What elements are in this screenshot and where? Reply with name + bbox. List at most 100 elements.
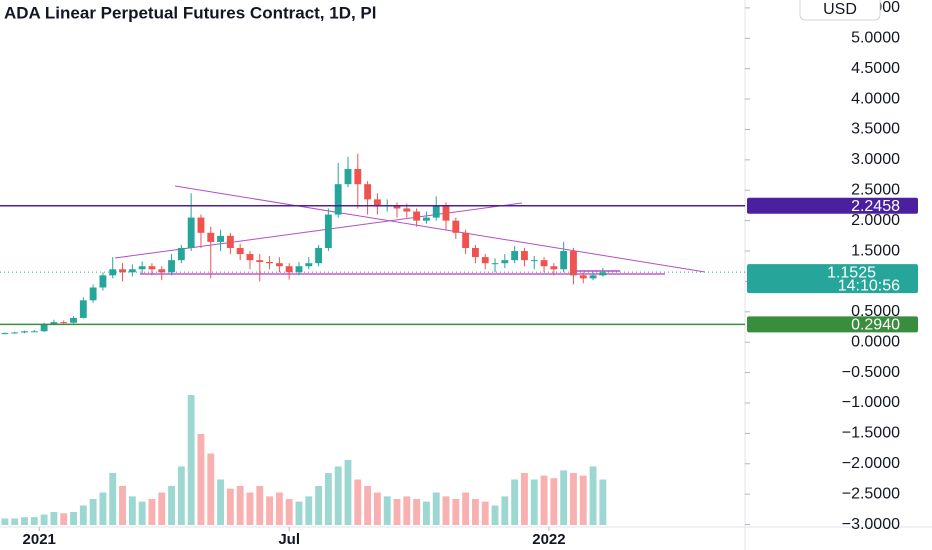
volume-bar bbox=[70, 512, 77, 525]
volume-bar bbox=[471, 499, 479, 525]
candle-body bbox=[373, 199, 381, 206]
volume-bar bbox=[383, 496, 391, 525]
candle-body bbox=[501, 260, 509, 264]
volume-bar bbox=[442, 496, 450, 525]
candle-body bbox=[521, 251, 528, 261]
candle-body bbox=[99, 275, 107, 288]
volume-bar bbox=[501, 496, 509, 525]
last-price-badge bbox=[747, 264, 918, 294]
y-tick-label: 0.0000 bbox=[851, 333, 900, 350]
candle-body bbox=[491, 263, 499, 265]
volume-bar bbox=[197, 434, 205, 525]
volume-bar bbox=[79, 505, 87, 525]
candle-body bbox=[256, 260, 264, 262]
volume-bar bbox=[295, 501, 303, 525]
candle-body bbox=[246, 254, 254, 261]
level-label: 2.2458 bbox=[851, 198, 900, 215]
volume-bar bbox=[589, 466, 597, 525]
volume-bar bbox=[40, 514, 48, 525]
candle-body bbox=[119, 269, 126, 273]
y-tick-label: −3.0000 bbox=[842, 516, 900, 533]
candle-body bbox=[550, 266, 558, 270]
volume-bar bbox=[207, 453, 215, 525]
y-tick-label: 4.5000 bbox=[851, 60, 900, 77]
volume-bar bbox=[422, 501, 430, 525]
y-tick-label: 1.5000 bbox=[851, 242, 900, 259]
volume-bar bbox=[413, 499, 421, 525]
x-tick-label: 2021 bbox=[23, 531, 56, 548]
volume-bar bbox=[462, 492, 470, 525]
candle-body bbox=[579, 275, 587, 279]
candle-body bbox=[79, 300, 87, 318]
candle-body bbox=[168, 260, 175, 273]
volume-bar bbox=[11, 518, 19, 525]
volume-bar bbox=[138, 501, 146, 525]
level-label: 0.2940 bbox=[851, 317, 900, 334]
candle-body bbox=[295, 266, 303, 273]
candle-body bbox=[511, 251, 519, 261]
volume-bar bbox=[256, 486, 264, 525]
candle-body bbox=[560, 251, 568, 270]
currency-label: USD bbox=[823, 1, 857, 18]
candle-body bbox=[452, 220, 460, 233]
candle-body bbox=[285, 266, 293, 273]
volume-bar bbox=[452, 499, 460, 525]
candle-body bbox=[226, 235, 234, 248]
volume-bar bbox=[158, 492, 166, 525]
volume-bar bbox=[236, 486, 244, 525]
candle-body bbox=[70, 317, 77, 323]
volume-bar bbox=[481, 501, 489, 525]
volume-bar bbox=[187, 395, 195, 525]
volume-bar bbox=[570, 473, 577, 525]
y-tick-label: 0.5000 bbox=[851, 303, 900, 320]
currency-badge bbox=[799, 0, 881, 21]
y-tick-label: −2.0000 bbox=[842, 455, 900, 472]
level-badge bbox=[747, 197, 918, 214]
candle-body bbox=[442, 205, 450, 221]
volume-bar bbox=[168, 486, 175, 525]
volume-bar bbox=[550, 478, 558, 525]
y-tick-label: 5.0000 bbox=[851, 30, 900, 47]
candle-body bbox=[422, 217, 430, 221]
candle-body bbox=[148, 266, 156, 270]
trend-line bbox=[174, 185, 706, 273]
volume-bar bbox=[119, 486, 126, 525]
candle-body bbox=[275, 263, 283, 267]
countdown: 14:10:56 bbox=[838, 277, 900, 294]
volume-bar bbox=[226, 488, 234, 525]
y-tick-label: 2.5000 bbox=[851, 181, 900, 198]
volume-bar bbox=[511, 479, 519, 525]
candle-body bbox=[364, 184, 372, 200]
y-tick-label: −0.5000 bbox=[842, 364, 900, 381]
volume-bar bbox=[560, 470, 568, 525]
candle-body bbox=[354, 168, 362, 185]
volume-bar bbox=[521, 473, 528, 525]
candle-body bbox=[60, 322, 68, 324]
candle-body bbox=[177, 248, 185, 261]
volume-bar bbox=[60, 513, 68, 525]
volume-bar bbox=[275, 492, 283, 525]
y-tick-label: 3.0000 bbox=[851, 151, 900, 168]
volume-bar bbox=[432, 492, 440, 525]
candle-body bbox=[266, 261, 274, 264]
y-tick-label: 4.0000 bbox=[851, 90, 900, 107]
volume-bar bbox=[21, 517, 28, 525]
volume-bar bbox=[50, 512, 58, 525]
candle-body bbox=[393, 205, 401, 209]
level-badge bbox=[747, 316, 918, 333]
volume-bar bbox=[128, 496, 136, 525]
last-price-label: 1.1525 bbox=[827, 264, 876, 281]
volume-bar bbox=[540, 475, 548, 525]
candle-body bbox=[21, 331, 28, 333]
volume-bar bbox=[354, 479, 362, 525]
volume-bar bbox=[285, 499, 293, 525]
volume-bar bbox=[315, 486, 323, 525]
candle-body bbox=[40, 323, 48, 332]
y-tick-label: 3.5000 bbox=[851, 121, 900, 138]
y-tick-label: −2.5000 bbox=[842, 485, 900, 502]
candle-body bbox=[138, 266, 146, 270]
candle-body bbox=[1, 333, 9, 335]
candle-body bbox=[187, 217, 195, 248]
candle-body bbox=[30, 331, 38, 333]
x-tick-label: Jul bbox=[278, 531, 300, 548]
